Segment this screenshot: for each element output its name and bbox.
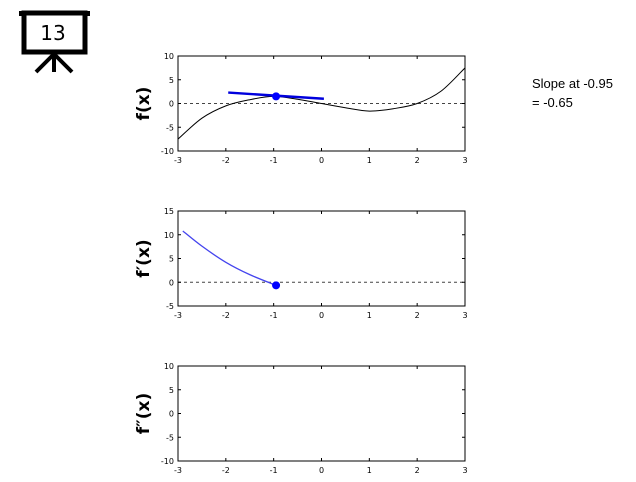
x-tick-label: 3 (462, 466, 467, 475)
y-tick-label: 15 (164, 207, 174, 216)
y-tick-label: 10 (164, 52, 174, 61)
x-tick-label: -2 (222, 156, 230, 165)
y-tick-label: -10 (161, 147, 174, 156)
y-tick-label: -5 (166, 123, 174, 132)
derivative-series (182, 230, 277, 286)
x-tick-label: -2 (222, 466, 230, 475)
y-tick-label: 10 (164, 362, 174, 371)
axes-frame (177, 210, 466, 307)
x-tick-label: 2 (415, 311, 420, 320)
x-tick-label: 0 (319, 156, 324, 165)
current-point-marker (272, 281, 281, 290)
slope-note-line-1: Slope at -0.95 (532, 76, 613, 91)
x-tick-label: 2 (415, 156, 420, 165)
y-tick-label: -5 (166, 302, 174, 311)
y-tick-label: 0 (169, 410, 174, 419)
axes-frame (177, 365, 466, 462)
x-tick-label: 0 (319, 311, 324, 320)
x-tick-label: -1 (270, 466, 278, 475)
x-tick-label: 3 (462, 311, 467, 320)
y-tick-label: -5 (166, 433, 174, 442)
y-tick-label: 5 (169, 255, 174, 264)
y-axis-label: f″(x) (134, 393, 154, 435)
y-axis-label: f(x) (134, 87, 154, 121)
x-tick-label: -1 (270, 311, 278, 320)
x-tick-label: -2 (222, 311, 230, 320)
x-tick-label: 1 (367, 156, 372, 165)
x-tick-label: 1 (367, 311, 372, 320)
plot-f-prime: -3 -2 -1 0 1 2 3 -5 0 5 10 15 f′(x) (134, 207, 468, 320)
slide-number: 13 (40, 21, 65, 45)
x-tick-label: 3 (462, 156, 467, 165)
x-tick-label: 1 (367, 466, 372, 475)
x-tick-label: -1 (270, 156, 278, 165)
presentation-board-icon: 13 (19, 10, 90, 74)
y-axis-label: f′(x) (134, 239, 154, 277)
y-tick-label: -10 (161, 457, 174, 466)
current-point-marker (272, 92, 281, 101)
y-tick-label: 10 (164, 231, 174, 240)
y-tick-label: 0 (169, 278, 174, 287)
y-tick-label: 0 (169, 100, 174, 109)
y-tick-label: 5 (169, 76, 174, 85)
x-tick-label: 0 (319, 466, 324, 475)
slope-note-line-2: = -0.65 (532, 95, 573, 110)
x-tick-label: -3 (174, 156, 182, 165)
y-tick-label: 5 (169, 386, 174, 395)
function-series (178, 67, 465, 140)
x-tick-label: -3 (174, 466, 182, 475)
x-tick-label: 2 (415, 466, 420, 475)
x-tick-label: -3 (174, 311, 182, 320)
